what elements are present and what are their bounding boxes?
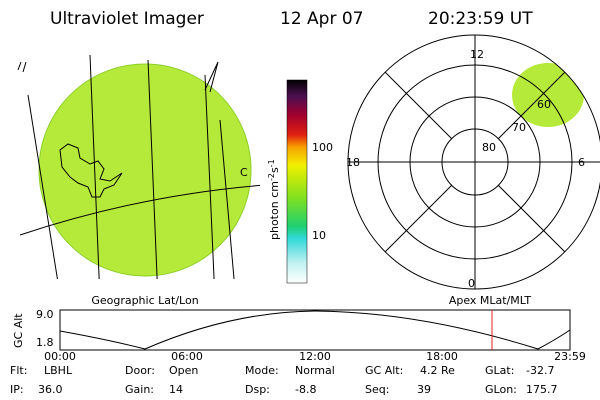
orbit-xtick: 18:00 [426,350,458,363]
orbit-ytick: 9.0 [36,308,54,321]
orbit-ytick: 1.8 [36,336,54,349]
info-label: GLon: [485,383,517,396]
globe [19,54,260,279]
instrument: Ultraviolet Imager [50,9,204,29]
info-label: GLat: [485,364,514,377]
mlat-label: 60 [537,98,551,111]
info-value: Normal [295,364,335,377]
orbit-ylabel: GC Alt [12,313,25,348]
mlt-label: 0 [468,277,475,290]
info-label: Gain: [125,383,154,396]
time: 20:23:59 UT [428,9,533,29]
info-value: -32.7 [526,364,554,377]
info-label: Door: [125,364,155,377]
orbit-xtick: 06:00 [171,350,203,363]
info-value: 4.2 Re [420,364,455,377]
orbit-title: Geographic Lat/Lon [91,294,198,307]
colorbar-tick: 100 [312,141,333,154]
info-value: Open [169,364,198,377]
orbit-xtick: 23:59 [554,350,586,363]
orbit-xtick: 12:00 [299,350,331,363]
colorbar-tick: 10 [312,229,326,242]
info-value: -8.8 [295,383,316,396]
info-label: GC Alt: [365,364,403,377]
orbit-curve [59,310,571,350]
date: 12 Apr 07 [280,9,363,29]
mlt-label: 18 [346,156,360,169]
info-value: 36.0 [38,383,63,396]
orbit-frame [59,309,571,351]
unit: s [268,167,281,173]
polar-plot [347,34,600,290]
info-label: Flt: [10,364,27,377]
info-value: 14 [169,383,183,396]
mlt-label: 6 [578,156,585,169]
orbit-title: Apex MLat/MLT [449,294,532,307]
colorbar-label: photon cm-2s-1 [267,159,281,240]
info-value: 175.7 [526,383,558,396]
mark [17,61,27,73]
info-label: Mode: [245,364,279,377]
orbit-xtick: 00:00 [44,350,76,363]
info-label: Seq: [365,383,389,396]
info-value: LBHL [44,364,73,377]
exp: -1 [267,159,276,167]
coast-fragment [204,61,219,93]
info-label: IP: [10,383,24,396]
info-label: Dsp: [245,383,270,396]
mlat-label: 70 [512,121,526,134]
exp: -2 [267,173,276,181]
mlt-label: 12 [470,48,484,61]
unit: photon cm [268,181,281,240]
mlat-label: 80 [482,141,496,154]
globe-marker: C [240,166,248,179]
colorbar [286,79,308,284]
info: Flt: LBHL Door: Open Mode: Normal GC Alt: 4.2 R… [10,364,558,396]
info-value: 39 [417,383,431,396]
